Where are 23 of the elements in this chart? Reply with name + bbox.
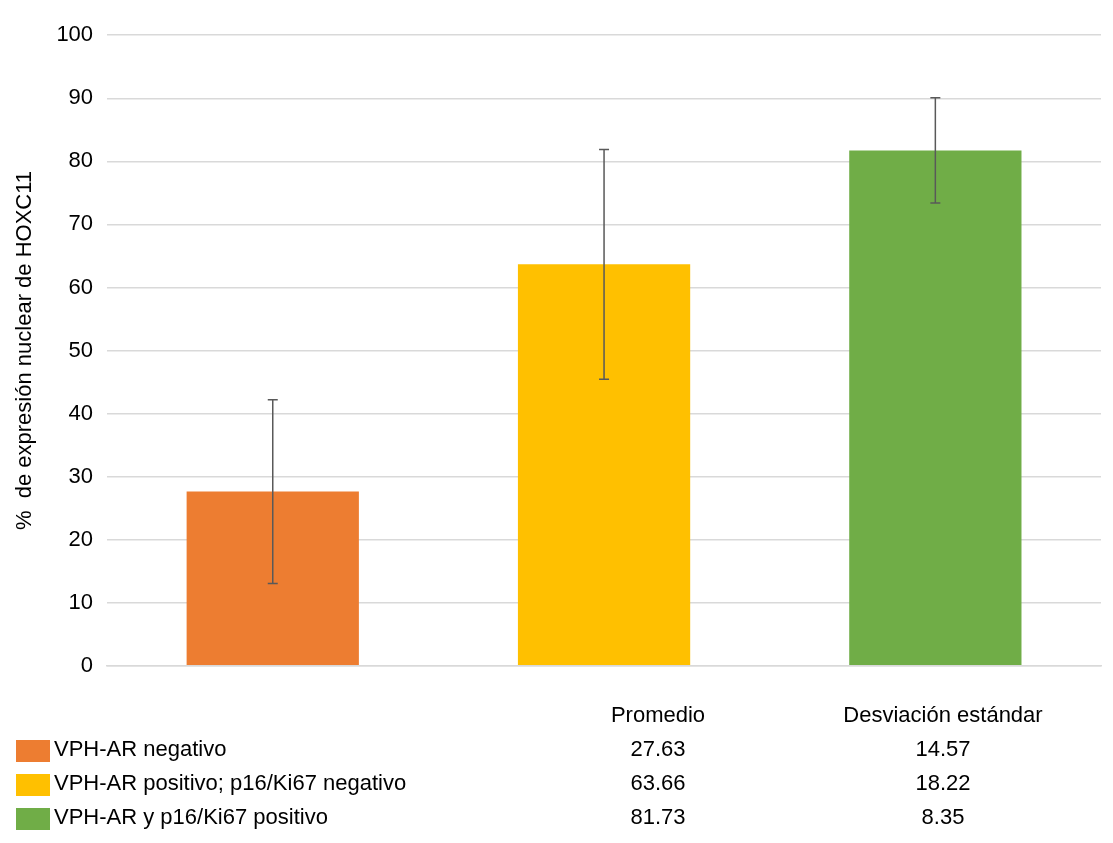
y-tick-label: 90: [68, 84, 94, 110]
y-tick-label: 20: [68, 525, 94, 551]
y-tick-label: 70: [68, 210, 94, 236]
text: 18.22: [914, 770, 972, 796]
text: 63.66: [629, 770, 687, 796]
text: 8.35: [920, 804, 966, 830]
text: 81.73: [629, 804, 687, 830]
y-tick-label: 40: [68, 399, 94, 425]
legend-label: VPH-AR positivo; p16/Ki67 negativo: [54, 770, 407, 796]
text: Promedio: [609, 702, 707, 728]
text: 14.57: [914, 736, 972, 762]
y-tick-label: 50: [68, 336, 94, 362]
text: 27.63: [629, 736, 687, 762]
y-tick-label: 100: [56, 21, 94, 47]
y-tick-label: 60: [68, 273, 94, 299]
y-axis-title: % de expresión nuclear de HOXC11: [11, 170, 37, 531]
y-tick-label: 80: [68, 147, 94, 173]
y-tick-label: 10: [68, 588, 94, 614]
y-tick-label: 30: [68, 462, 94, 488]
y-tick-label: 0: [80, 651, 94, 677]
legend-label: VPH-AR negativo: [54, 736, 227, 762]
legend-label: VPH-AR y p16/Ki67 positivo: [54, 804, 328, 830]
text: Desviación estándar: [842, 702, 1044, 728]
